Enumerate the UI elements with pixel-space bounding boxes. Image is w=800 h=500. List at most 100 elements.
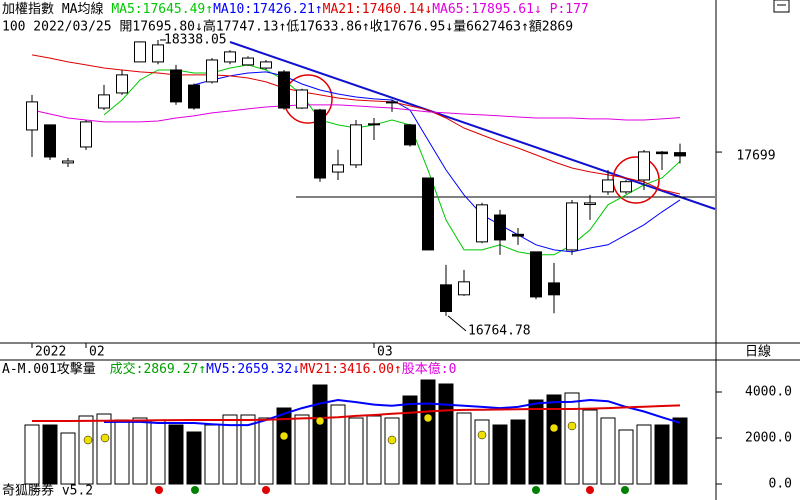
signal-dot: [83, 435, 93, 445]
y-tick-label: 0.0: [769, 477, 792, 492]
candle-body: [656, 151, 668, 155]
volume-label: 成交:2869.27↑: [110, 361, 206, 377]
plot-layer: 17699 2022 02 03 18338.05 16764.78 4000.0 2000.…: [24, 32, 792, 492]
indicator-line: [31, 54, 681, 195]
volume-bar: [114, 419, 130, 485]
volume-bar: [438, 383, 454, 485]
candle-body: [188, 84, 200, 109]
price-legend: 加權指數 MA均線 MA5:17645.49↑MA10:17426.21↑MA2…: [2, 1, 589, 17]
volume-bar: [96, 413, 112, 485]
period-label[interactable]: 日線: [745, 344, 771, 360]
volume-bar: [510, 419, 526, 485]
candle-body: [584, 202, 596, 205]
candle-body: [206, 59, 218, 83]
candle-body: [224, 51, 236, 63]
volume-legend: A-M.001攻擊量 成交:2869.27↑MV5:2659.32↓MV21:3…: [2, 361, 456, 377]
volume-bar: [258, 417, 274, 485]
candle-body: [314, 109, 326, 179]
legend-entry: MA5:17645.49↑: [111, 2, 213, 17]
signal-dots: [83, 413, 629, 494]
volume-bar: [294, 414, 310, 485]
volume-bar: [474, 419, 490, 485]
indicator-line: [193, 71, 681, 253]
indicator-line: [103, 64, 681, 256]
volume-bar: [600, 417, 616, 485]
volume-bar: [132, 417, 148, 485]
buy-dot: [621, 486, 629, 494]
volume-bar: [546, 394, 562, 485]
sell-dot: [155, 486, 163, 494]
extra-label: P:177: [550, 2, 589, 17]
volume-bar: [186, 431, 202, 485]
candle-body: [548, 282, 560, 296]
y-tick-label: 4000.0: [745, 384, 792, 399]
signal-dot: [315, 416, 325, 426]
footer: 奇狐勝券 v5.2: [2, 483, 93, 499]
signal-dot: [387, 435, 397, 445]
quote-line: 100 2022/03/25 開17695.80↓高17747.13↑低1763…: [2, 19, 573, 35]
annotation-leader: [447, 315, 467, 332]
indicator-line: [103, 398, 681, 427]
volume-bar: [456, 412, 472, 485]
candle-body: [602, 179, 614, 193]
candle-body: [620, 181, 632, 193]
signal-dot: [423, 413, 433, 423]
volume-bar: [384, 417, 400, 485]
candle-body: [296, 89, 308, 109]
signal-dot: [549, 423, 559, 433]
candle-body: [458, 281, 470, 296]
candle-body: [134, 41, 146, 63]
volume-bar: [330, 404, 346, 485]
volume-bar: [240, 414, 256, 485]
volume-bar: [366, 415, 382, 485]
buy-dot: [532, 486, 540, 494]
volume-bar: [654, 424, 670, 485]
candle-body: [62, 160, 74, 164]
candle-body: [278, 71, 290, 109]
candle-body: [404, 124, 416, 146]
candle-body: [26, 101, 38, 131]
sell-dot: [262, 486, 270, 494]
volume-bar: [420, 379, 436, 485]
volume-bar: [636, 424, 652, 485]
volume-bar: [150, 419, 166, 485]
price-header: 加權指數 MA均線 MA5:17645.49↑MA10:17426.21↑MA2…: [2, 1, 589, 35]
candle-body: [638, 151, 650, 181]
volume-bar: [60, 432, 76, 485]
candle-body: [152, 44, 164, 63]
candle-body: [80, 121, 92, 148]
candle-body: [332, 164, 344, 173]
buy-dot: [191, 486, 199, 494]
candle-body: [512, 233, 524, 237]
candle-body: [422, 177, 434, 251]
volume-bar: [204, 424, 220, 485]
candle-body: [116, 74, 128, 94]
volume-bar: [168, 424, 184, 485]
candle-body: [260, 61, 272, 69]
y-tick-label: 2000.0: [745, 430, 792, 445]
candle-body: [170, 69, 182, 103]
candle-body: [44, 124, 56, 158]
legend-entry: MV21:3416.00↑: [300, 362, 402, 377]
candle-body: [494, 214, 506, 241]
legend-entry: MA21:17460.14↓: [323, 2, 433, 17]
volume-bar: [618, 429, 634, 485]
indicator-line: [32, 404, 681, 422]
signal-dot: [477, 430, 487, 440]
candle-body: [566, 202, 578, 251]
trend-line: [229, 41, 716, 210]
candle-body: [242, 57, 254, 66]
volume-bar: [276, 407, 292, 485]
sell-dot: [586, 486, 594, 494]
volume-bar: [402, 395, 418, 485]
candle-body: [674, 152, 686, 157]
volume-title: A-M.001攻擊量: [2, 361, 96, 377]
volume-bar: [528, 399, 544, 485]
window-button[interactable]: [773, 0, 790, 13]
legend-entry: MA65:17895.61↓: [432, 2, 542, 17]
signal-dot: [100, 433, 110, 443]
candle-body: [386, 101, 398, 104]
ma-legend: MA5:17645.49↑MA10:17426.21↑MA21:17460.14…: [111, 2, 541, 17]
